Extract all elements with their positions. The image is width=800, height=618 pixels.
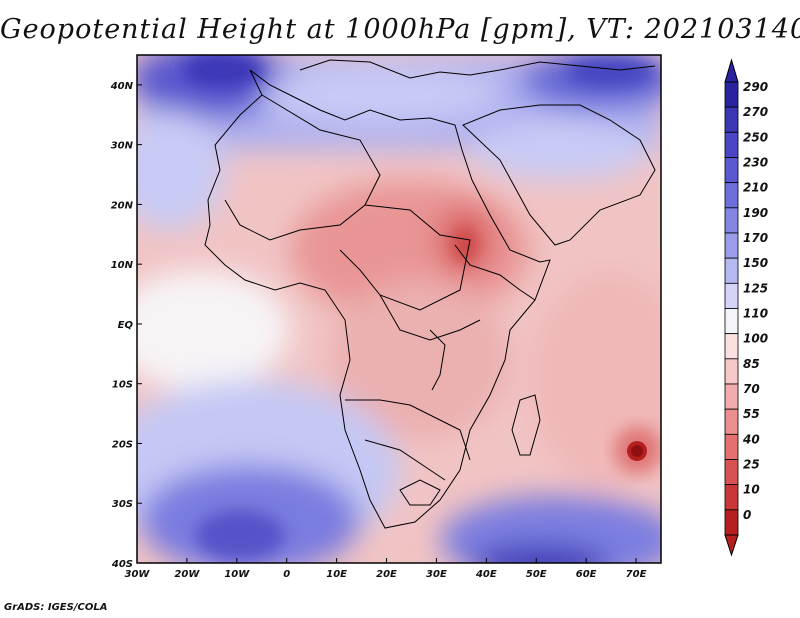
colorbar-top-arrow [724,58,739,83]
colorbar-label: 85 [743,357,760,371]
colorbar-swatch [724,81,739,108]
colorbar-swatch [724,308,739,335]
colorbar-label: 10 [743,483,760,497]
colorbar-swatch [724,282,739,309]
colorbar-swatch [724,383,739,410]
colorbar-label: 210 [743,181,768,195]
colorbar-swatch [724,257,739,284]
x-axis: 30W 20W 10W 0 10E 20E 30E 40E 50E 60E 70E [125,558,647,580]
colorbar-label: 55 [743,407,760,421]
colorbar-label: 110 [743,307,768,321]
y-tick-label: EQ [118,320,134,331]
colorbar-swatch [724,106,739,133]
x-tick-label: 40E [475,569,497,580]
x-tick-label: 50E [526,569,547,580]
y-tick-label: 30S [112,499,133,510]
colorbar-label: 100 [743,332,768,346]
colorbar-label: 70 [743,382,760,396]
colorbar-swatch [724,232,739,259]
colorbar-label: 230 [743,156,768,170]
colorbar-label: 25 [743,458,760,472]
y-tick-label: 10N [111,260,134,271]
colorbar-label: 290 [743,80,768,94]
chart-title: Geopotential Height at 1000hPa [gpm], VT… [0,14,800,45]
x-tick-label: 10E [326,569,347,580]
y-tick-label: 10S [112,380,133,391]
x-tick-label: 30W [125,569,151,580]
colorbar-swatch [724,182,739,209]
colorbar-swatch [724,131,739,158]
x-tick-label: 20W [174,569,200,580]
colorbar-swatch [724,433,739,460]
x-tick-label: 0 [283,569,290,580]
colorbar-swatch [724,157,739,184]
y-tick-label: 20S [112,439,133,450]
y-tick-label: 30N [111,141,134,152]
colorbar-swatch [724,459,739,486]
colorbar-label: 40 [742,432,760,446]
colorbar-swatch [724,358,739,385]
x-tick-label: 30E [426,569,447,580]
colorbar-label: 250 [743,130,768,144]
colorbar-label: 125 [743,281,768,295]
map-frame [136,54,662,564]
geopotential-field [137,55,661,563]
coastlines [204,59,656,529]
colorbar-label: 170 [743,231,768,245]
credit-label: GrADS: IGES/COLA [4,602,108,613]
colorbar-bottom-arrow [724,534,739,557]
y-axis: 40N 30N 20N 10N EQ 10S 20S 30S 40S [110,81,142,570]
colorbar-label: 270 [743,105,768,119]
colorbar-swatch [724,207,739,234]
colorbar-label: 0 [743,508,751,522]
colorbar-swatch [724,484,739,511]
colorbar-label: 150 [743,256,768,270]
colorbar-swatch [724,333,739,360]
colorbar-swatch [724,509,739,536]
x-tick-label: 60E [576,569,597,580]
x-tick-label: 70E [626,569,647,580]
y-tick-label: 20N [111,200,134,211]
x-tick-label: 10W [224,569,250,580]
colorbar-label: 190 [743,206,768,220]
y-tick-label: 40N [110,81,134,92]
x-tick-label: 20E [376,569,397,580]
colorbar: 2902702502302101901701501251101008570554… [724,58,768,557]
y-tick-label: 40S [111,559,133,570]
colorbar-swatch [724,408,739,435]
